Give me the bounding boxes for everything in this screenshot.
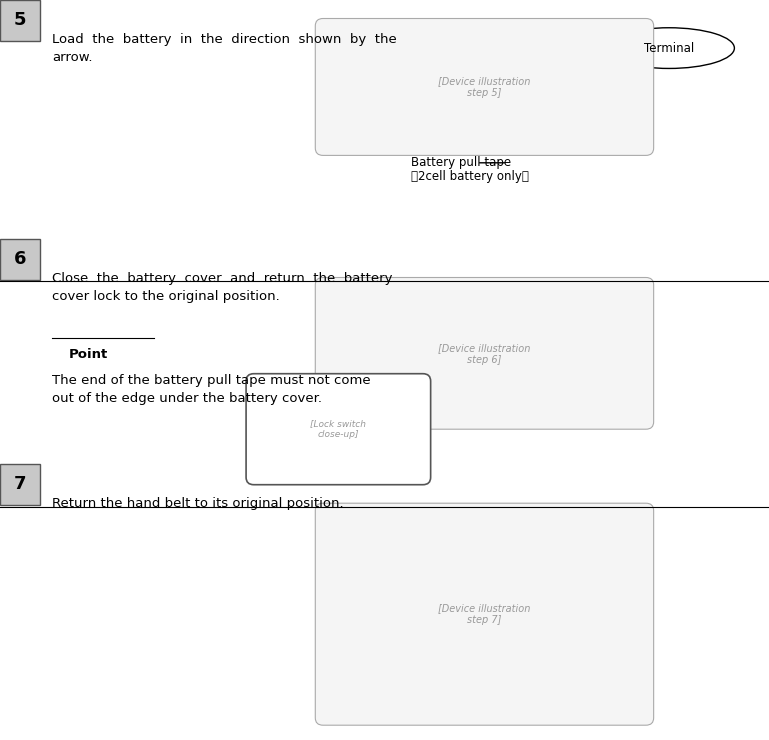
Text: The end of the battery pull tape must not come
out of the edge under the battery: The end of the battery pull tape must no… — [52, 374, 371, 405]
Text: Battery pull tape: Battery pull tape — [411, 156, 511, 169]
FancyBboxPatch shape — [246, 374, 431, 485]
Text: （2cell battery only）: （2cell battery only） — [411, 169, 529, 183]
Text: 6: 6 — [14, 250, 26, 269]
Text: 5: 5 — [14, 11, 26, 30]
Text: [Device illustration
step 7]: [Device illustration step 7] — [438, 603, 531, 625]
Text: [Lock switch
close-up]: [Lock switch close-up] — [311, 420, 366, 439]
FancyBboxPatch shape — [315, 503, 654, 725]
Bar — [0, 239, 40, 280]
Text: [Device illustration
step 5]: [Device illustration step 5] — [438, 76, 531, 98]
Bar — [0, 0, 40, 41]
Text: [Device illustration
step 6]: [Device illustration step 6] — [438, 343, 531, 365]
Text: Load  the  battery  in  the  direction  shown  by  the
arrow.: Load the battery in the direction shown … — [52, 33, 397, 64]
FancyBboxPatch shape — [315, 278, 654, 429]
Text: Return the hand belt to its original position.: Return the hand belt to its original pos… — [52, 497, 344, 511]
Text: 7: 7 — [14, 475, 26, 494]
Text: Point: Point — [68, 348, 108, 361]
FancyBboxPatch shape — [315, 18, 654, 155]
Text: Close  the  battery  cover  and  return  the  battery
cover lock to the original: Close the battery cover and return the b… — [52, 272, 393, 303]
Bar — [0, 464, 40, 505]
Text: Terminal: Terminal — [644, 41, 694, 55]
